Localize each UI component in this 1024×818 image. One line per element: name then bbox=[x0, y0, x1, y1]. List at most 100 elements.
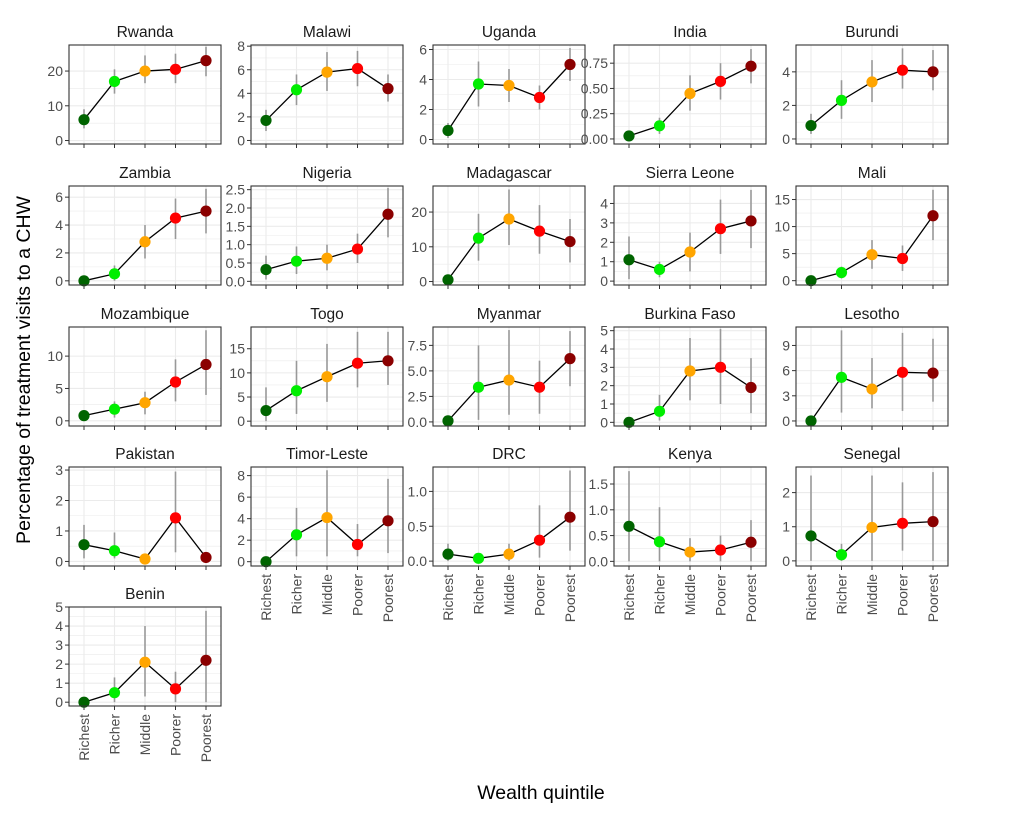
data-point-poorest bbox=[200, 551, 212, 564]
data-point-poorer bbox=[351, 62, 364, 75]
data-point-middle bbox=[684, 87, 696, 100]
y-tick-label: 1 bbox=[600, 254, 608, 270]
data-point-richest bbox=[442, 548, 454, 560]
panel-uganda: Uganda 0 2 4 6 bbox=[419, 24, 586, 148]
x-tick-label: Poorer bbox=[168, 714, 184, 756]
data-point-poorer bbox=[896, 252, 909, 265]
panel-title: Togo bbox=[310, 306, 344, 323]
data-point-poorest bbox=[927, 516, 939, 528]
data-point-poorer bbox=[533, 91, 546, 104]
y-tick-label: 0.0 bbox=[408, 414, 428, 430]
data-point-richest bbox=[78, 410, 90, 422]
y-tick-label: 5 bbox=[237, 389, 245, 405]
y-tick-label: 8 bbox=[237, 38, 245, 54]
y-tick-label: 2 bbox=[600, 378, 608, 394]
panel-title: Pakistan bbox=[115, 446, 174, 463]
y-tick-label: 6 bbox=[419, 42, 427, 58]
y-tick-label: 4 bbox=[782, 64, 790, 80]
y-tick-label: 0.0 bbox=[408, 553, 428, 569]
data-point-richest bbox=[78, 539, 90, 551]
y-tick-label: 0.5 bbox=[226, 255, 246, 271]
data-point-poorest bbox=[745, 381, 757, 394]
panel-benin: Benin 0 1 2 3 4 5 Richest Richer Middle Poorer Poor… bbox=[55, 586, 222, 762]
data-point-poorest bbox=[564, 353, 576, 365]
data-point-richest bbox=[805, 530, 817, 542]
y-tick-label: 20 bbox=[47, 63, 63, 79]
panel-title: Malawi bbox=[303, 24, 351, 41]
x-tick-label: Richer bbox=[652, 574, 668, 615]
panel-title: Senegal bbox=[844, 446, 901, 463]
y-tick-label: 1 bbox=[782, 519, 790, 535]
panel-drc: DRC 0.0 0.5 1.0 Richest Richer Middle Poorer Poo… bbox=[408, 446, 586, 622]
data-point-richer bbox=[290, 84, 303, 96]
data-point-poorest bbox=[745, 60, 757, 72]
y-tick-label: 10 bbox=[47, 348, 63, 364]
panel-title: Rwanda bbox=[117, 24, 174, 41]
x-tick-label: Richer bbox=[289, 574, 305, 615]
panel-sierra-leone: Sierra Leone 0 1 2 3 4 bbox=[600, 165, 767, 289]
x-tick-label: Middle bbox=[501, 574, 517, 615]
panel-title: DRC bbox=[492, 446, 526, 463]
x-tick-label: Poorer bbox=[895, 574, 911, 616]
x-tick-label: Richer bbox=[107, 714, 123, 755]
data-point-middle bbox=[866, 76, 878, 88]
data-point-poorest bbox=[927, 367, 939, 379]
y-tick-label: 0.5 bbox=[408, 518, 428, 534]
data-point-poorer bbox=[896, 366, 909, 378]
y-tick-label: 2 bbox=[782, 97, 790, 113]
y-tick-label: 0 bbox=[782, 273, 790, 289]
x-tick-label: Poorest bbox=[562, 574, 578, 622]
data-point-richer bbox=[108, 75, 121, 88]
y-tick-label: 5 bbox=[600, 323, 608, 339]
data-point-richest bbox=[805, 415, 817, 427]
panel-kenya: Kenya 0.0 0.5 1.0 1.5 Richest Richer Middle Poor… bbox=[589, 446, 767, 622]
data-point-poorest bbox=[382, 355, 394, 367]
y-tick-label: 4 bbox=[237, 511, 245, 527]
data-point-poorer bbox=[896, 64, 909, 76]
data-point-richest bbox=[805, 119, 817, 132]
data-point-middle bbox=[866, 383, 878, 395]
panel-title: Mozambique bbox=[101, 306, 190, 323]
panel-senegal: Senegal 0 1 2 Richest Richer Middle Poorer Poore… bbox=[782, 446, 949, 622]
y-tick-label: 2 bbox=[782, 485, 790, 501]
panel-title: Zambia bbox=[119, 165, 171, 182]
panel-myanmar: Myanmar 0.0 2.5 5.0 7.5 bbox=[408, 306, 586, 430]
data-point-middle bbox=[503, 213, 515, 225]
panel-title: Burundi bbox=[845, 24, 898, 41]
y-tick-label: 3 bbox=[55, 462, 63, 478]
data-point-poorer bbox=[714, 223, 727, 235]
data-point-poorer bbox=[351, 243, 364, 255]
y-tick-label: 3 bbox=[782, 388, 790, 404]
data-point-richest bbox=[623, 416, 635, 428]
data-point-richest bbox=[442, 415, 454, 427]
data-point-richest bbox=[623, 130, 635, 142]
y-tick-label: 1.5 bbox=[226, 218, 246, 234]
y-tick-label: 0 bbox=[237, 554, 245, 570]
data-point-middle bbox=[503, 79, 515, 92]
data-point-middle bbox=[866, 521, 878, 534]
y-tick-label: 5 bbox=[55, 380, 63, 396]
data-point-middle bbox=[866, 249, 878, 261]
y-tick-label: 3 bbox=[600, 359, 608, 375]
data-point-poorest bbox=[382, 208, 394, 220]
y-tick-label: 0.5 bbox=[589, 528, 609, 544]
data-point-middle bbox=[139, 656, 151, 668]
y-tick-label: 4 bbox=[237, 85, 245, 101]
panel-title: Lesotho bbox=[844, 306, 899, 323]
x-tick-label: Poorest bbox=[198, 714, 214, 762]
y-tick-label: 7.5 bbox=[408, 337, 428, 353]
data-point-poorest bbox=[745, 536, 757, 548]
x-tick-label: Richest bbox=[76, 714, 92, 761]
data-point-richer bbox=[835, 266, 848, 279]
data-point-poorer bbox=[169, 512, 182, 524]
data-point-poorest bbox=[564, 511, 576, 523]
x-tick-label: Poorest bbox=[380, 574, 396, 622]
y-tick-label: 2 bbox=[237, 109, 245, 125]
data-point-richer bbox=[108, 268, 121, 280]
data-point-richest bbox=[260, 114, 272, 127]
data-point-middle bbox=[139, 397, 151, 409]
y-tick-label: 1.0 bbox=[589, 502, 609, 518]
data-point-middle bbox=[139, 236, 151, 248]
y-tick-label: 2 bbox=[55, 493, 63, 509]
panel-title: Myanmar bbox=[477, 306, 542, 323]
